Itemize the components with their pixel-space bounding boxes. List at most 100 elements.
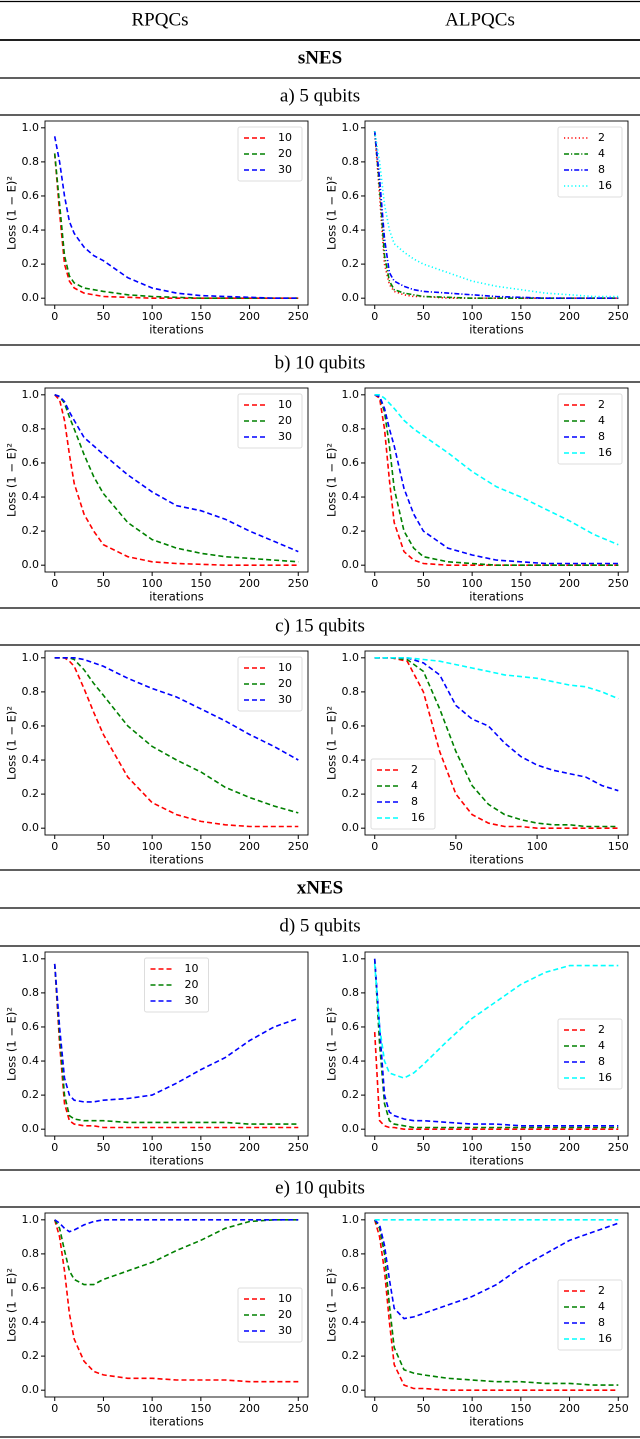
x-tick-label: 150 (510, 1141, 531, 1154)
axes-frame (44, 650, 309, 836)
legend-label: 4 (598, 147, 605, 160)
y-tick-label: 0.6 (22, 189, 40, 202)
x-tick-label: 50 (416, 310, 430, 323)
y-tick-label: 0.4 (342, 1315, 360, 1328)
legend-label: 16 (411, 811, 425, 824)
x-tick-label: 150 (190, 1141, 211, 1154)
legend-label: 4 (598, 414, 605, 427)
chart: 0.0 0.2 0.4 0.6 0.8 1.0 0 50 100 150 200 250 iterati… (5, 650, 309, 867)
x-axis-label: iterations (149, 853, 204, 867)
y-tick-label: 1.0 (22, 1213, 40, 1226)
x-tick-label: 100 (142, 577, 163, 590)
y-tick-label: 0.6 (342, 456, 360, 469)
chart: 0.0 0.2 0.4 0.6 0.8 1.0 0 50 100 150 200 250 iterati… (325, 120, 629, 337)
axes-frame (364, 1212, 629, 1398)
series-line (374, 657, 619, 700)
y-tick-label: 0.0 (22, 558, 40, 571)
x-axis-label: iterations (469, 323, 524, 337)
x-tick-label: 200 (239, 1141, 260, 1154)
legend-box (557, 126, 623, 198)
y-tick-label: 0.8 (342, 1247, 360, 1260)
x-tick-label: 200 (559, 310, 580, 323)
y-tick-label: 0.2 (22, 1349, 40, 1362)
x-tick-label: 50 (416, 577, 430, 590)
series-line (374, 657, 619, 792)
x-tick-label: 150 (190, 840, 211, 853)
series-line (373, 963, 619, 1079)
legend-label: 10 (278, 1292, 292, 1305)
y-tick-label: 0.8 (342, 986, 360, 999)
x-tick-label: 150 (510, 310, 531, 323)
series-line (373, 131, 619, 298)
y-tick-label: 0.4 (22, 490, 40, 503)
y-tick-label: 0.0 (342, 821, 360, 834)
x-tick-label: 0 (51, 840, 58, 853)
x-tick-label: 50 (96, 310, 110, 323)
y-tick-label: 0.8 (22, 685, 40, 698)
y-tick-label: 0.6 (342, 1281, 360, 1294)
y-tick-label: 0.2 (342, 524, 360, 537)
x-axis-label: iterations (149, 323, 204, 337)
axes-frame (44, 951, 309, 1137)
x-tick-label: 150 (190, 577, 211, 590)
y-tick-label: 0.0 (22, 1122, 40, 1135)
y-tick-label: 0.2 (22, 1088, 40, 1101)
legend-label: 10 (278, 661, 292, 674)
legend-label: 20 (185, 978, 199, 991)
x-tick-label: 200 (559, 1141, 580, 1154)
series-line (54, 394, 299, 553)
legend-label: 2 (411, 763, 418, 776)
x-tick-label: 200 (559, 1402, 580, 1415)
x-axis-label: iterations (149, 590, 204, 604)
legend-box (370, 758, 436, 830)
x-tick-label: 50 (96, 1402, 110, 1415)
row-title: e) 10 qubits (275, 1177, 365, 1198)
series-line (374, 657, 619, 828)
series-line (53, 153, 299, 299)
legend-label: 2 (598, 131, 605, 144)
legend-label: 10 (278, 398, 292, 411)
y-tick-label: 0.0 (342, 1122, 360, 1135)
y-tick-label: 0.6 (22, 1281, 40, 1294)
legend-box (237, 126, 303, 182)
x-tick-label: 0 (371, 577, 378, 590)
legend-label: 30 (278, 163, 292, 176)
y-tick-label: 0.2 (342, 1088, 360, 1101)
y-tick-label: 0.8 (342, 685, 360, 698)
row-title: b) 10 qubits (275, 352, 366, 373)
chart: 0.0 0.2 0.4 0.6 0.8 1.0 0 50 100 150 200 250 iterati… (325, 951, 629, 1168)
series-line (53, 963, 299, 1129)
legend-label: 8 (598, 1316, 605, 1329)
chart: 0.0 0.2 0.4 0.6 0.8 1.0 0 50 100 150 200 250 iterati… (5, 951, 309, 1168)
y-axis-label: Loss (1 − E)² (5, 1268, 19, 1342)
x-tick-label: 200 (239, 840, 260, 853)
y-tick-label: 0.6 (22, 456, 40, 469)
x-tick-label: 50 (416, 1141, 430, 1154)
column-header: RPQCs (131, 9, 188, 30)
x-tick-label: 0 (51, 1141, 58, 1154)
x-axis-label: iterations (469, 590, 524, 604)
chart: 0.0 0.2 0.4 0.6 0.8 1.0 0 50 100 150 200 250 iterati… (5, 387, 309, 604)
series-line (54, 394, 299, 563)
y-tick-label: 0.4 (342, 490, 360, 503)
y-tick-label: 0.4 (22, 753, 40, 766)
legend-label: 30 (278, 1324, 292, 1337)
x-tick-label: 100 (142, 1402, 163, 1415)
legend-label: 2 (598, 1023, 605, 1036)
series-line (54, 657, 299, 828)
x-tick-label: 250 (608, 577, 629, 590)
x-tick-label: 100 (462, 1141, 483, 1154)
x-tick-label: 50 (96, 840, 110, 853)
x-tick-label: 50 (449, 840, 463, 853)
x-tick-label: 0 (51, 577, 58, 590)
legend-label: 30 (185, 994, 199, 1007)
y-axis-label: Loss (1 − E)² (5, 1007, 19, 1081)
row-title: c) 15 qubits (275, 615, 365, 636)
legend-label: 10 (185, 962, 199, 975)
series-line (373, 131, 619, 299)
y-tick-label: 0.4 (342, 753, 360, 766)
y-tick-label: 0.8 (22, 155, 40, 168)
y-tick-label: 0.2 (342, 257, 360, 270)
axes-frame (364, 951, 629, 1137)
y-axis-label: Loss (1 − E)² (5, 176, 19, 250)
